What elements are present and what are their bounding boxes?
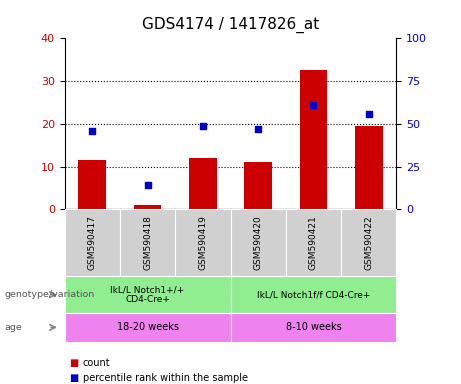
Bar — [300, 70, 327, 209]
Text: 18-20 weeks: 18-20 weeks — [117, 322, 178, 333]
Text: 8-10 weeks: 8-10 weeks — [286, 322, 341, 333]
Text: percentile rank within the sample: percentile rank within the sample — [83, 373, 248, 383]
Point — [254, 126, 262, 132]
Text: age: age — [5, 323, 23, 332]
Text: GSM590420: GSM590420 — [254, 215, 263, 270]
Text: count: count — [83, 358, 111, 368]
Point — [199, 123, 207, 129]
Point — [89, 127, 96, 134]
Text: IkL/L Notch1+/+
CD4-Cre+: IkL/L Notch1+/+ CD4-Cre+ — [111, 285, 184, 305]
Text: GSM590418: GSM590418 — [143, 215, 152, 270]
Text: GSM590419: GSM590419 — [198, 215, 207, 270]
Text: IkL/L Notch1f/f CD4-Cre+: IkL/L Notch1f/f CD4-Cre+ — [257, 290, 370, 299]
Point — [310, 102, 317, 108]
Text: ■: ■ — [69, 358, 78, 368]
Text: GSM590422: GSM590422 — [364, 215, 373, 270]
Bar — [134, 205, 161, 209]
Text: GDS4174 / 1417826_at: GDS4174 / 1417826_at — [142, 17, 319, 33]
Point — [144, 181, 151, 187]
Point — [365, 111, 372, 117]
Bar — [244, 162, 272, 209]
Bar — [189, 158, 217, 209]
Text: GSM590421: GSM590421 — [309, 215, 318, 270]
Text: GSM590417: GSM590417 — [88, 215, 97, 270]
Text: genotype/variation: genotype/variation — [5, 290, 95, 299]
Text: ■: ■ — [69, 373, 78, 383]
Bar — [355, 126, 383, 209]
Bar — [78, 160, 106, 209]
